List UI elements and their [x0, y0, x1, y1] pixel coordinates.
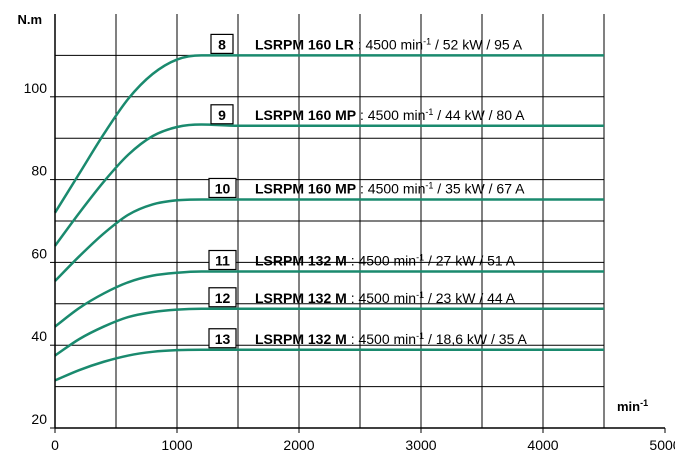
series-labels: 8 LSRPM 160 LR : 4500 min-1 / 52 kW / 95 …	[208, 33, 527, 349]
y-tick-label: 100	[24, 80, 48, 96]
series-description: LSRPM 132 M : 4500 min-1 / 18,6 kW / 35 …	[255, 331, 527, 347]
x-tick-label: 4000	[527, 437, 558, 453]
torque-curves	[53, 54, 604, 382]
x-tick-label: 2000	[283, 437, 314, 453]
series-line	[53, 54, 604, 214]
series-description: LSRPM 132 M : 4500 min-1 / 23 kW / 44 A	[255, 290, 516, 306]
x-tick-label: 3000	[405, 437, 436, 453]
series-number: 11	[215, 253, 230, 269]
series-label: 8 LSRPM 160 LR : 4500 min-1 / 52 kW / 95 …	[210, 33, 523, 55]
series-number: 8	[218, 36, 226, 52]
x-tick-label: 5000	[649, 437, 675, 453]
series-description: LSRPM 160 MP : 4500 min-1 / 35 kW / 67 A	[255, 180, 525, 196]
series-label: 12 LSRPM 132 M : 4500 min-1 / 23 kW / 44 …	[208, 287, 516, 308]
series-number-box	[208, 249, 237, 271]
series-description: LSRPM 132 M : 4500 min-1 / 27 kW / 51 A	[255, 253, 516, 269]
series-label: 13 LSRPM 132 M : 4500 min-1 / 18,6 kW / 3…	[208, 328, 527, 349]
y-tick-label: 40	[31, 328, 47, 344]
series-number-box	[208, 287, 237, 308]
x-axis-label: min-1	[617, 398, 648, 414]
series-number: 13	[215, 331, 231, 347]
series-line	[53, 123, 604, 247]
series-number-box	[210, 104, 234, 125]
series-label: 9 LSRPM 160 MP : 4500 min-1 / 44 kW / 80 …	[210, 104, 525, 125]
series-line	[54, 348, 604, 382]
series-number-box	[210, 33, 234, 55]
series-description: LSRPM 160 LR : 4500 min-1 / 52 kW / 95 A	[255, 36, 523, 52]
series-label: 11 LSRPM 132 M : 4500 min-1 / 27 kW / 51 …	[208, 249, 516, 271]
grid	[55, 14, 605, 428]
x-tick-label: 1000	[161, 437, 192, 453]
series-number-box	[208, 328, 237, 349]
y-axis-label: N.m	[17, 12, 42, 27]
series-line	[54, 198, 604, 282]
x-tick-label: 0	[51, 437, 59, 453]
series-line	[54, 307, 604, 357]
series-number: 9	[218, 107, 226, 123]
y-tick-label: 80	[31, 163, 47, 179]
y-tick-label: 20	[31, 411, 47, 427]
series-description: LSRPM 160 MP : 4500 min-1 / 44 kW / 80 A	[255, 107, 525, 123]
series-label: 10 LSRPM 160 MP : 4500 min-1 / 35 kW / 67…	[208, 177, 525, 199]
y-tick-label: 60	[31, 245, 47, 261]
series-line	[54, 270, 604, 328]
series-number: 12	[215, 290, 231, 306]
axes: 0 1000 2000 3000 4000 5000 20 40 60 80 100 N.m min-1	[17, 12, 675, 453]
series-number-box	[208, 177, 237, 199]
series-number: 10	[215, 180, 231, 196]
